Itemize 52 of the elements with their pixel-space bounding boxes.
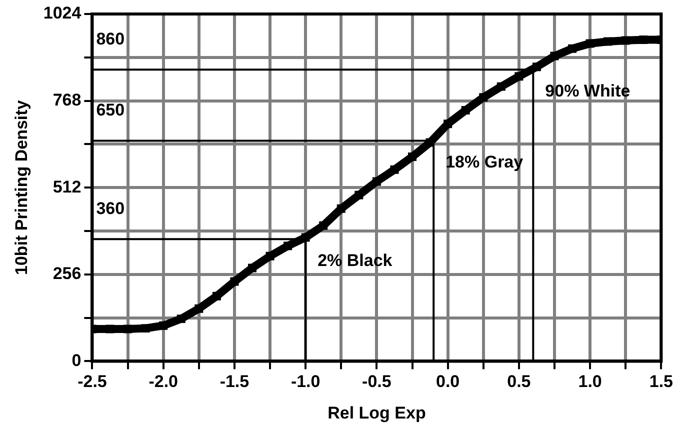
point (621, 36, 630, 45)
y-tick-label: 256 (52, 264, 82, 284)
annotation: 360 (96, 198, 125, 218)
x-tick-label: 1.5 (649, 372, 674, 392)
point (514, 72, 524, 81)
point (354, 190, 364, 200)
point (124, 324, 132, 334)
annotation: 90% White (545, 81, 630, 100)
x-tick-label: -0.5 (362, 372, 392, 392)
point (230, 277, 239, 286)
x-axis-title: Rel Log Exp (328, 403, 426, 422)
x-tick-label: 0.5 (507, 372, 531, 392)
point (141, 324, 150, 333)
point (408, 152, 417, 161)
annotation: 860 (96, 29, 125, 48)
point (461, 106, 470, 115)
point (248, 264, 256, 272)
point (176, 314, 186, 324)
x-tick-label: -2.5 (78, 372, 107, 392)
y-tick-label: 768 (52, 90, 82, 110)
point (604, 37, 612, 46)
point (266, 252, 274, 260)
point (586, 39, 594, 48)
point (496, 82, 506, 91)
y-tick-label: 1024 (43, 4, 82, 23)
x-tick-label: 1.0 (578, 372, 602, 392)
point (550, 52, 559, 60)
point (479, 93, 488, 102)
point (212, 292, 221, 300)
point (194, 304, 204, 313)
point (532, 62, 541, 72)
annotation: 2% Black (318, 250, 393, 270)
point (568, 44, 577, 53)
point (639, 36, 648, 44)
point (159, 321, 168, 330)
annotation: 650 (96, 100, 125, 120)
point (336, 204, 346, 213)
point (106, 324, 114, 334)
point (372, 177, 381, 186)
y-tick-label: 0 (72, 350, 82, 370)
point (301, 233, 310, 242)
point (284, 242, 292, 250)
y-axis-title: 10bit Printing Density (12, 100, 31, 275)
x-tick-label: -1.0 (290, 372, 320, 392)
x-tick-label: -1.5 (220, 372, 250, 392)
y-tick-label: 512 (52, 177, 82, 196)
point (319, 221, 328, 230)
point (390, 165, 399, 174)
point (444, 120, 452, 128)
x-tick-label: -2.0 (148, 372, 178, 392)
x-tick-label: 0.0 (436, 372, 460, 392)
annotation: 18% Gray (446, 152, 524, 172)
